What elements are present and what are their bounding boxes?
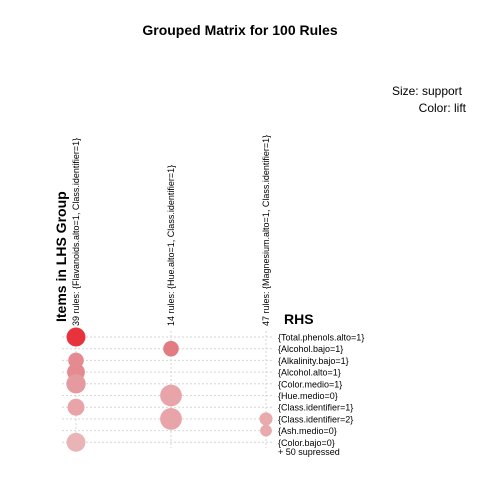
- column-labels: 39 rules: {Flavanoids.alto=1, Class.iden…: [71, 135, 271, 326]
- row-label: {Color.bajo=0}: [278, 438, 335, 448]
- row-label: {Total.phenols.alto=1}: [278, 333, 364, 343]
- x-axis-title: Items in LHS Group: [53, 191, 69, 322]
- column-label: 39 rules: {Flavanoids.alto=1, Class.iden…: [71, 138, 81, 326]
- data-point: [66, 432, 86, 452]
- data-point: [160, 408, 182, 430]
- y-axis-title: RHS: [284, 311, 314, 327]
- row-label: {Ash.medio=0}: [278, 426, 337, 436]
- data-point: [260, 424, 272, 437]
- row-label: {Class.identifier=1}: [278, 403, 353, 413]
- row-label: {Alcohol.bajo=1}: [278, 344, 343, 354]
- column-label: 47 rules: {Magnesium.alto=1, Class.ident…: [261, 135, 271, 326]
- data-points: [66, 327, 273, 452]
- chart-title: Grouped Matrix for 100 Rules: [142, 22, 337, 38]
- legend-color: Color: lift: [419, 101, 467, 115]
- row-label: {Alcohol.alto=1}: [278, 368, 341, 378]
- legend-size: Size: support: [392, 84, 463, 98]
- column-label: 14 rules: {Hue.alto=1, Class.identifier=…: [166, 165, 176, 326]
- data-point: [66, 327, 86, 347]
- row-labels: {Total.phenols.alto=1}{Alcohol.bajo=1} {A…: [278, 333, 364, 448]
- data-point: [66, 374, 86, 394]
- row-label: {Class.identifier=2}: [278, 414, 353, 424]
- data-point: [160, 384, 182, 407]
- row-label: {Alkalinity.bajo=1}: [278, 356, 349, 366]
- gridlines: [62, 331, 274, 449]
- suppressed-note: + 50 supressed: [278, 447, 340, 457]
- data-point: [259, 412, 273, 426]
- data-point: [163, 340, 179, 357]
- row-label: {Hue.medio=0}: [278, 391, 338, 401]
- row-label: {Color.medio=1}: [278, 379, 342, 389]
- data-point: [67, 398, 85, 416]
